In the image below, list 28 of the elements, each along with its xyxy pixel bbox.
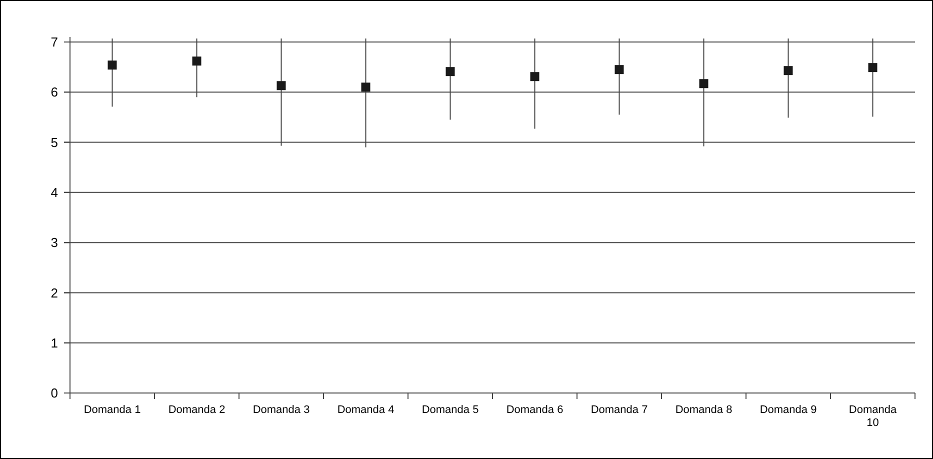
x-tick-label: Domanda 4 (337, 404, 394, 416)
x-tick-label: Domanda 10 (848, 404, 898, 429)
point (192, 56, 202, 66)
x-tick-label: Domanda 5 (422, 404, 479, 416)
point (530, 72, 540, 82)
x-tick-label: Domanda 7 (590, 404, 648, 416)
y-tick-label: 5 (50, 134, 58, 150)
y-tick-label: 1 (50, 335, 58, 350)
y-tick-label: 7 (50, 34, 58, 50)
x-tick-label: Domanda 9 (760, 404, 817, 416)
y-tick-label: 0 (50, 386, 58, 401)
point (699, 79, 708, 88)
x-tick-label: Domanda 6 (506, 404, 564, 416)
y-tick-label: 6 (50, 84, 58, 100)
point (276, 81, 286, 90)
point (361, 82, 370, 92)
x-tick-label: Domanda 1 (84, 404, 141, 416)
point (446, 67, 455, 76)
point (108, 60, 117, 70)
y-tick-label: 2 (50, 285, 58, 300)
x-tick-label: Domanda 8 (675, 404, 732, 416)
point (784, 66, 793, 76)
y-tick-label: 4 (50, 184, 58, 200)
x-tick-label: Domanda 3 (252, 404, 310, 416)
point (868, 63, 878, 72)
point (614, 65, 624, 74)
x-tick-label: Domanda 2 (168, 404, 226, 416)
y-tick-label: 3 (50, 235, 58, 250)
